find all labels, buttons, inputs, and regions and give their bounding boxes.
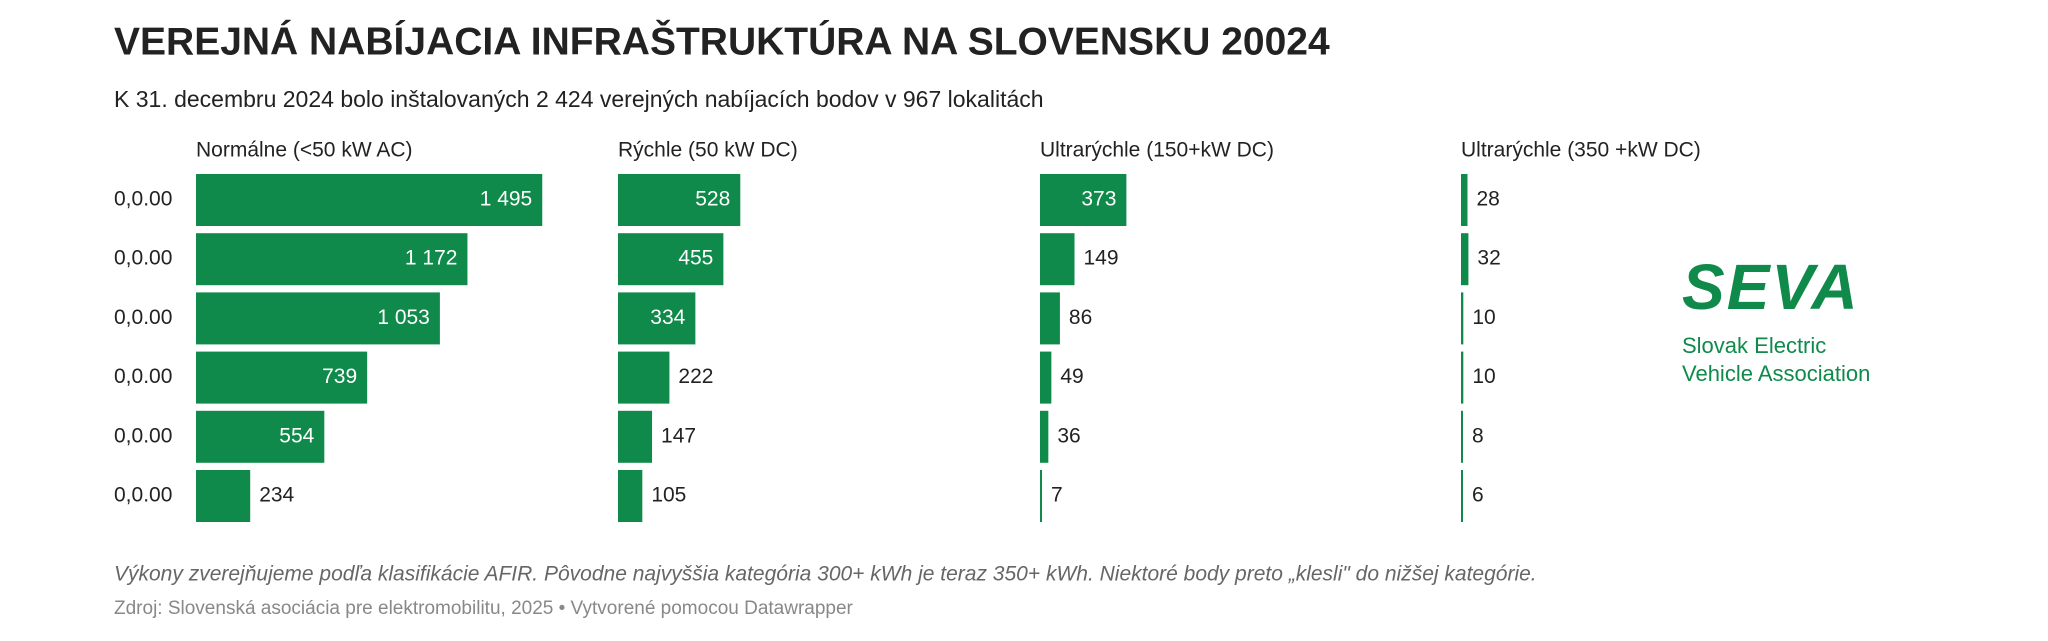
bar: [1040, 292, 1060, 345]
value-label: 739: [322, 365, 357, 388]
bar: [196, 410, 325, 463]
chart-title: VEREJNÁ NABÍJACIA INFRAŠTRUKTÚRA NA SLOV…: [114, 18, 1330, 63]
row-label: 0,0.00: [114, 484, 172, 507]
row-label: 0,0.00: [114, 247, 172, 270]
bar: [1040, 233, 1075, 286]
value-label: 6: [1472, 484, 1484, 507]
panel-header: Ultrarýchle (350 +kW DC): [1461, 139, 1701, 162]
bar: [1040, 470, 1042, 522]
value-label: 528: [695, 188, 730, 211]
logo-text: Vehicle Association: [1682, 361, 1870, 386]
value-label: 86: [1069, 306, 1092, 329]
logo-text: Slovak Electric: [1682, 333, 1826, 358]
panel-header: Normálne (<50 kW AC): [196, 139, 412, 162]
source: Zdroj: Slovenská asociácia pre elektromo…: [114, 598, 854, 619]
bar: [618, 292, 696, 345]
value-label: 554: [279, 424, 314, 447]
value-label: 28: [1476, 188, 1499, 211]
bar: [196, 351, 368, 404]
row-label: 0,0.00: [114, 188, 172, 211]
value-label: 222: [678, 365, 713, 388]
bar: [618, 410, 653, 463]
bar: [196, 233, 468, 286]
bar: [196, 174, 543, 226]
panel-header: Rýchle (50 kW DC): [618, 139, 798, 162]
bar: [618, 233, 724, 286]
row-label: 0,0.00: [114, 306, 172, 329]
bar: [1461, 410, 1463, 463]
value-label: 10: [1472, 306, 1495, 329]
bar: [196, 470, 251, 522]
value-label: 1 495: [480, 188, 533, 211]
bar: [618, 174, 741, 226]
value-label: 1 053: [377, 306, 430, 329]
value-label: 455: [678, 247, 713, 270]
bar: [618, 351, 670, 404]
row-label: 0,0.00: [114, 424, 172, 447]
value-label: 147: [661, 424, 696, 447]
value-label: 234: [259, 484, 294, 507]
value-label: 1 172: [405, 247, 458, 270]
bar: [196, 292, 440, 345]
value-label: 149: [1084, 247, 1119, 270]
bar: [1461, 292, 1464, 345]
bar: [618, 470, 643, 522]
notes: Výkony zverejňujeme podľa klasifikácie A…: [114, 563, 1537, 586]
bar: [1461, 174, 1468, 226]
value-label: 10: [1472, 365, 1495, 388]
value-label: 7: [1051, 484, 1063, 507]
value-label: 8: [1472, 424, 1484, 447]
chart-subtitle: K 31. decembru 2024 bolo inštalovaných 2…: [114, 86, 1044, 112]
bar: [1040, 410, 1049, 463]
bar: [1461, 470, 1463, 522]
value-label: 32: [1477, 247, 1500, 270]
value-label: 334: [650, 306, 685, 329]
bar: [1461, 351, 1464, 404]
panel-header: Ultrarýchle (150+kW DC): [1040, 139, 1274, 162]
value-label: 36: [1057, 424, 1080, 447]
value-label: 105: [651, 484, 686, 507]
bar: [1040, 351, 1052, 404]
bar: [1040, 174, 1127, 226]
row-label: 0,0.00: [114, 365, 172, 388]
logo-mark: SEVA: [1682, 251, 1860, 323]
value-label: 49: [1060, 365, 1083, 388]
value-label: 373: [1081, 188, 1116, 211]
bar: [1461, 233, 1469, 286]
